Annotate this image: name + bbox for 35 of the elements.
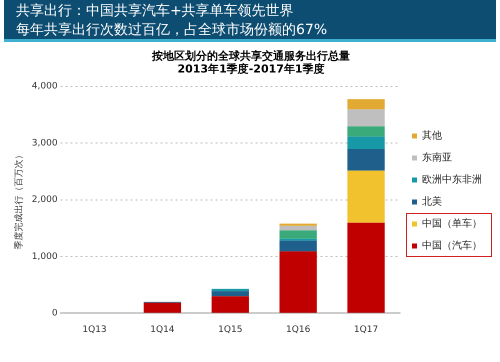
bar [347, 136, 385, 150]
legend-label: 欧洲中东非洲 [422, 174, 482, 186]
x-tick-label: 1Q14 [150, 324, 175, 335]
bar [347, 149, 385, 171]
bar [347, 222, 385, 313]
bar [280, 240, 317, 252]
legend-label: 北美 [422, 196, 442, 208]
bar [347, 170, 385, 223]
text: 每年共享出行次数过百亿，占全球市场份额的67% [16, 21, 328, 40]
bar [212, 291, 249, 296]
y-tick-label: 1,000 [32, 252, 58, 262]
bar [280, 230, 317, 239]
y-axis-title: 季度完成出行（百万次） [14, 150, 25, 250]
y-tick-label: 3,000 [32, 138, 58, 148]
text: 共享出行：中国共享汽车+共享单车领先世界 [16, 2, 295, 21]
bar [144, 302, 182, 313]
bar [347, 126, 385, 137]
legend-label: 其他 [422, 130, 442, 142]
y-tick-label: 0 [52, 308, 58, 319]
bar [347, 109, 385, 126]
bar [212, 296, 249, 313]
y-tick-label: 2,000 [32, 195, 58, 206]
x-tick-label: 1Q13 [82, 324, 107, 335]
x-tick-label: 1Q16 [286, 324, 311, 335]
bar [280, 251, 317, 313]
legend-label: 中国（汽车） [422, 240, 482, 252]
x-tick-label: 1Q15 [218, 324, 242, 335]
chart-title: 按地区划分的全球共享交通服务出行总量 [151, 49, 350, 62]
x-tick-label: 1Q17 [354, 324, 378, 335]
chart-subtitle: 2013年1季度-2017年1季度 [177, 62, 325, 76]
bar [347, 99, 385, 110]
y-tick-label: 4,000 [32, 82, 58, 92]
legend-label: 东南亚 [422, 152, 452, 164]
bar [280, 226, 317, 230]
legend-label: 中国（单车） [422, 218, 482, 230]
